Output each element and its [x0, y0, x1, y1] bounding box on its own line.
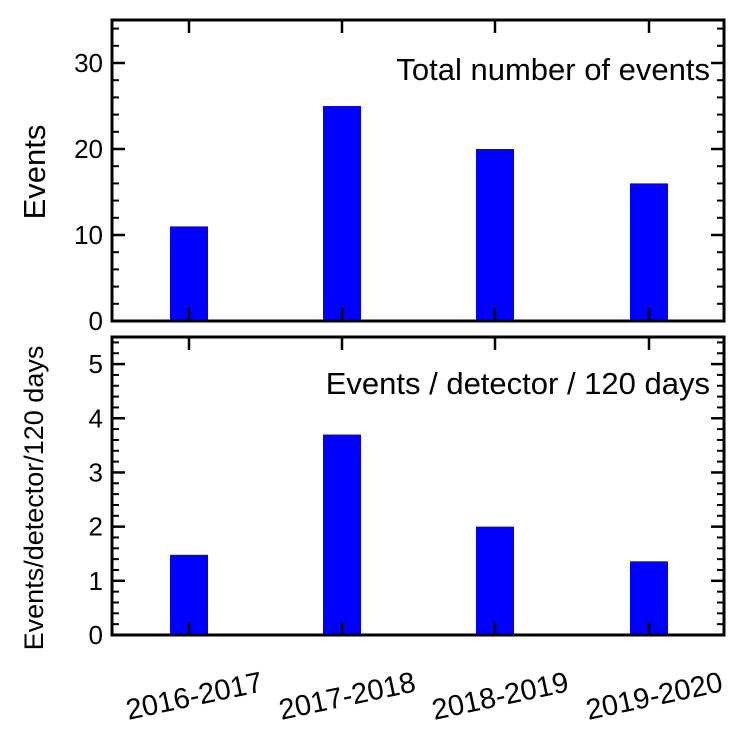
top-panel-title: Total number of events: [396, 52, 710, 87]
y-tick-label: 5: [89, 349, 103, 379]
y-tick-label: 30: [74, 48, 103, 78]
x-category-label: 2016-2017: [123, 667, 265, 727]
x-category-labels: 2016-2017 2017-2018 2018-2019 2019-2020: [123, 667, 725, 727]
bar-2017-2018: [323, 434, 361, 635]
x-category-label: 2017-2018: [276, 667, 418, 727]
bar-2018-2019: [476, 149, 514, 321]
y-tick-label: 4: [89, 403, 103, 433]
bottom-panel-title: Events / detector / 120 days: [326, 366, 710, 401]
y-tick-label: 10: [74, 220, 103, 250]
x-category-label: 2019-2020: [583, 667, 725, 727]
y-tick-label: 1: [89, 566, 103, 596]
bottom-y-axis-label: Events/detector/120 days: [19, 346, 49, 651]
y-tick-label: 2: [89, 512, 103, 542]
top-y-axis-label: Events: [17, 125, 52, 220]
bottom-plot-frame: [110, 335, 726, 637]
bar-2016-2017: [170, 554, 208, 635]
y-tick-label: 0: [89, 620, 103, 650]
bar-2016-2017: [170, 226, 208, 321]
y-tick-label: 0: [89, 306, 103, 336]
bar-2018-2019: [476, 526, 514, 635]
bar-2017-2018: [323, 106, 361, 321]
top-bars: [170, 106, 668, 321]
top-panel: 0 10 20 30 Total number of events Events: [17, 18, 726, 336]
top-plot-frame: [110, 18, 726, 323]
y-tick-label: 3: [89, 457, 103, 487]
bar-2019-2020: [630, 183, 668, 321]
bottom-bars: [170, 434, 668, 635]
x-category-label: 2018-2019: [429, 667, 571, 727]
bottom-panel: 0 1 2 3 4 5 Events / detector / 120 days Even…: [19, 335, 726, 651]
y-tick-label: 20: [74, 134, 103, 164]
